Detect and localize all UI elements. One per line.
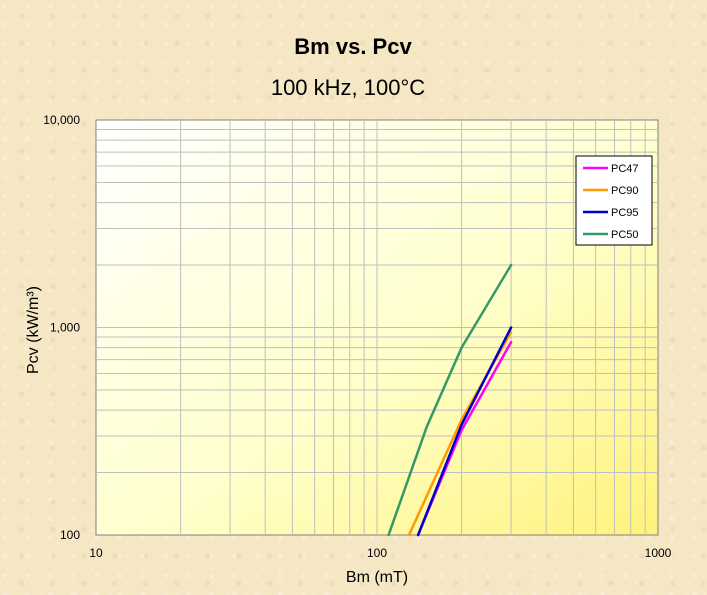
x-tick-label: 100 — [367, 546, 387, 560]
legend-box — [575, 155, 653, 246]
gridlines — [96, 120, 658, 535]
series-line-pc50 — [387, 263, 513, 537]
y-tick-label: 10,000 — [43, 113, 80, 127]
chart-title: Bm vs. Pcv — [294, 34, 412, 59]
y-tick-label: 100 — [60, 528, 80, 542]
x-axis-label: Bm (mT) — [346, 569, 408, 586]
y-tick-label: 1,000 — [50, 321, 80, 335]
series-line-pc95 — [416, 326, 513, 537]
legend-label-pc50: PC50 — [611, 229, 639, 241]
legend: PC47 PC90 PC95 PC50 — [575, 155, 653, 246]
x-tick-label: 1000 — [645, 546, 672, 560]
legend-label-pc90: PC90 — [611, 185, 639, 197]
tick-labels: 10 100 1000 100 1,000 10,000 — [43, 113, 671, 560]
x-tick-label: 10 — [89, 546, 103, 560]
chart-subtitle: 100 kHz, 100°C — [271, 75, 425, 100]
legend-label-pc95: PC95 — [611, 207, 639, 219]
series-lines — [387, 263, 513, 537]
legend-label-pc47: PC47 — [611, 163, 639, 175]
y-axis-label: Pcv (kW/m³) — [25, 286, 42, 374]
